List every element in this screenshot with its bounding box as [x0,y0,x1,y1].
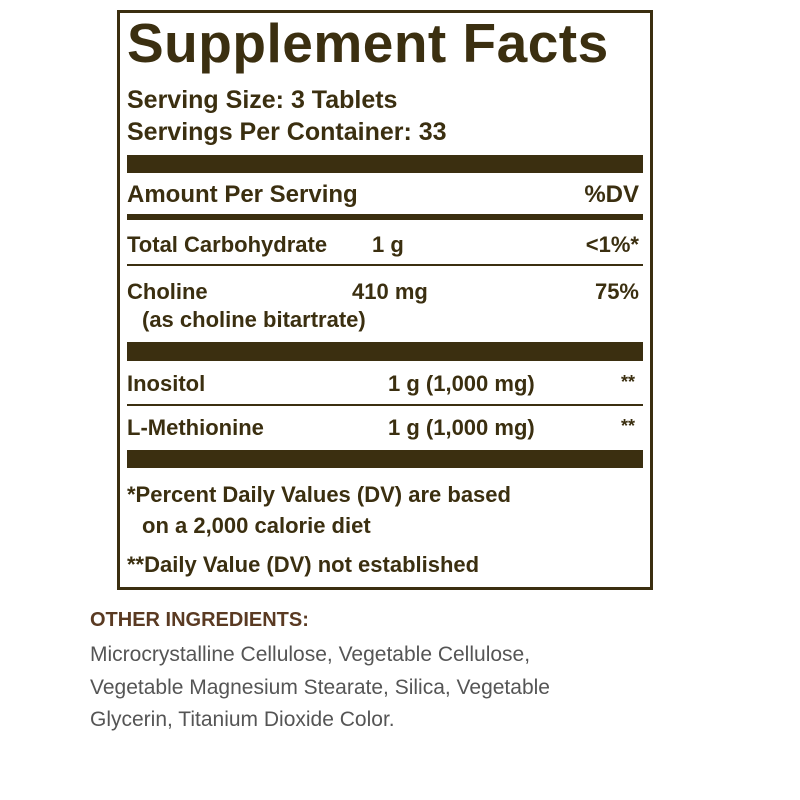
other-ingredients-line: Glycerin, Titanium Dioxide Color. [90,708,395,731]
row-amount: 410 mg [352,279,428,304]
footnote-dv: *Percent Daily Values (DV) are based [127,482,511,507]
row-amount: 1 g (1,000 mg) [388,415,535,440]
supplement-facts-panel [117,10,653,590]
dv-header: %DV [584,181,639,208]
serving-size: Serving Size: 3 Tablets [127,86,398,114]
thin-divider [127,404,643,406]
row-dv: <1%* [585,232,639,257]
row-name: Total Carbohydrate [127,232,328,257]
amount-per-serving-header: Amount Per Serving [127,181,358,208]
servings-per-container: Servings Per Container: 33 [127,118,447,146]
row-amount: 1 g [372,232,404,257]
other-ingredients-line: Microcrystalline Cellulose, Vegetable Ce… [90,643,531,666]
row-dv: 75% [594,279,639,304]
thick-divider [127,450,643,468]
thick-divider [127,155,643,173]
thick-divider [127,342,643,361]
footnote-not-established: **Daily Value (DV) not established [127,552,480,577]
row-dv: ** [620,416,635,436]
medium-divider [127,214,643,220]
other-ingredients-line: Vegetable Magnesium Stearate, Silica, Ve… [90,676,550,699]
panel-title: Supplement Facts [127,12,609,74]
row-subtext: (as choline bitartrate) [142,307,366,332]
thin-divider [127,264,643,266]
row-name: L-Methionine [127,415,264,440]
other-ingredients-heading: OTHER INGREDIENTS: [90,609,309,631]
row-name: Inositol [127,371,206,396]
row-name: Choline [127,279,208,304]
row-amount: 1 g (1,000 mg) [388,371,535,396]
row-dv: ** [620,372,635,392]
footnote-dv-cont: on a 2,000 calorie diet [142,513,371,538]
